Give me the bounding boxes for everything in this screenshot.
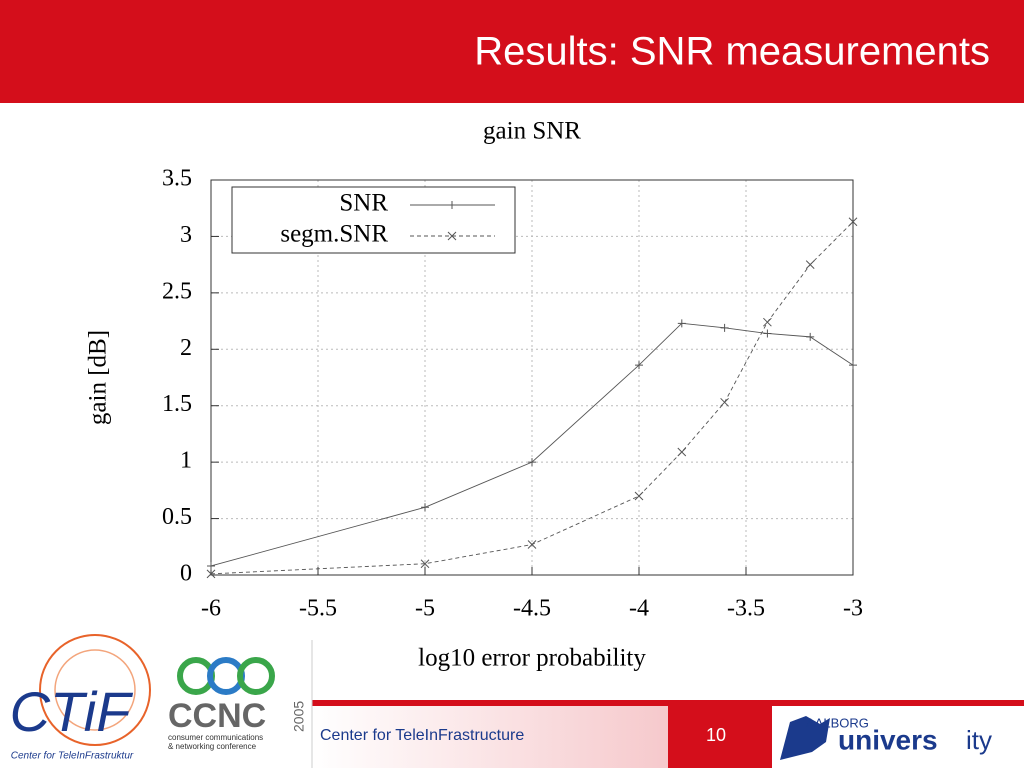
data-point xyxy=(420,559,430,569)
y-tick-label: 0 xyxy=(180,561,192,587)
ccnc-caption: & networking conference xyxy=(168,742,257,751)
y-axis-label: gain [dB] xyxy=(85,330,112,425)
legend-marker xyxy=(447,231,457,241)
ccnc-ring xyxy=(237,657,275,695)
page-number: 10 xyxy=(706,725,726,745)
data-point xyxy=(677,319,686,328)
aau-logo-icon xyxy=(780,716,830,760)
chart: gain SNR log10 error probability gain [dB]… xyxy=(85,118,863,672)
y-tick-label: 1.5 xyxy=(162,391,192,417)
data-point xyxy=(720,323,729,332)
data-point xyxy=(763,317,772,327)
ccnc-year: 2005 xyxy=(291,701,307,732)
data-point xyxy=(806,332,815,341)
y-tick-label: 3.5 xyxy=(162,166,192,192)
data-point xyxy=(848,217,858,227)
x-tick-label: -5.5 xyxy=(299,596,337,622)
data-point xyxy=(421,503,429,512)
x-tick-label: -3 xyxy=(843,596,863,622)
series-line xyxy=(210,322,854,567)
legend-marker xyxy=(448,201,456,209)
data-point xyxy=(720,397,729,407)
chart-title: gain SNR xyxy=(483,118,581,145)
footer-panel xyxy=(312,706,668,768)
y-tick-label: 2.5 xyxy=(162,278,192,304)
legend-label: SNR xyxy=(339,190,388,217)
ccnc-caption: consumer communications xyxy=(168,733,263,742)
data-point xyxy=(206,569,216,579)
data-point xyxy=(677,447,687,457)
y-tick-label: 2 xyxy=(180,335,192,361)
slide-title: Results: SNR measurements xyxy=(474,30,990,74)
header-bar xyxy=(0,0,1024,103)
aau-logo-main: univers xyxy=(838,724,938,755)
y-tick-label: 0.5 xyxy=(162,504,192,530)
data-point xyxy=(528,458,536,467)
ctif-name: CTiF xyxy=(10,680,134,743)
x-tick-label: -4 xyxy=(629,596,649,622)
ccnc-rings xyxy=(177,657,275,695)
x-tick-label: -3.5 xyxy=(727,596,765,622)
aau-logo-tail: ity xyxy=(966,725,992,755)
ctif-ring xyxy=(54,649,136,731)
data-point xyxy=(849,361,857,370)
footer-text: Center for TeleInFrastructure xyxy=(320,727,524,744)
x-tick-label: -4.5 xyxy=(513,596,551,622)
data-point xyxy=(634,491,644,501)
plot-frame xyxy=(210,179,854,576)
x-tick-label: -5 xyxy=(415,596,435,622)
ccnc-name: CCNC xyxy=(168,697,266,735)
legend-label: segm.SNR xyxy=(280,221,388,248)
y-tick-label: 1 xyxy=(180,448,192,474)
ctif-caption: Center for TeleInFrastruktur xyxy=(11,751,134,762)
legend-box xyxy=(231,186,516,254)
data-point xyxy=(527,540,537,549)
x-axis-label: log10 error probability xyxy=(418,645,646,672)
data-point xyxy=(763,329,772,338)
data-point xyxy=(207,561,215,570)
x-tick-label: -6 xyxy=(201,596,221,622)
ctif-ring xyxy=(39,634,151,746)
data-point xyxy=(805,260,815,269)
y-tick-label: 3 xyxy=(180,222,192,248)
aau-logo-top: AALBORG xyxy=(806,715,869,730)
data-point xyxy=(635,361,643,370)
